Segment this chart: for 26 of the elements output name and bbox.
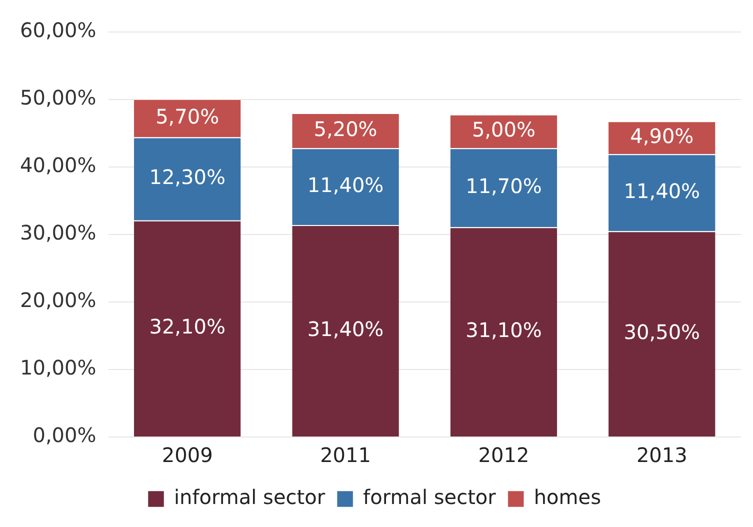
y-tick-label: 0,00% — [32, 423, 96, 448]
data-label: 11,70% — [466, 174, 542, 198]
y-tick-label: 50,00% — [20, 86, 96, 110]
data-label: 32,10% — [149, 314, 226, 339]
data-label: 11,40% — [624, 178, 700, 203]
data-label: 30,50% — [624, 320, 700, 344]
data-label: 31,40% — [307, 316, 384, 341]
y-tick-label: 10,00% — [20, 356, 96, 380]
data-label: 4,90% — [630, 124, 694, 148]
y-tick-label: 20,00% — [20, 288, 96, 312]
x-tick-label: 2013 — [636, 443, 688, 468]
data-label: 5,70% — [156, 104, 220, 128]
x-tick-label: 2011 — [320, 443, 371, 468]
y-tick-label: 30,00% — [20, 220, 96, 245]
x-tick-label: 2012 — [478, 443, 530, 468]
y-tick-label: 60,00% — [20, 18, 96, 42]
legend-label: formal sector — [363, 485, 497, 510]
legend-label: homes — [534, 485, 602, 510]
data-label: 12,30% — [149, 165, 226, 190]
x-tick-label: 2009 — [162, 443, 213, 468]
data-label: 5,20% — [314, 116, 378, 141]
data-label: 5,00% — [472, 117, 536, 142]
data-label: 31,10% — [466, 318, 542, 342]
data-label: 11,40% — [307, 172, 384, 197]
legend-label: informal sector — [174, 485, 326, 510]
y-tick-label: 40,00% — [20, 153, 96, 178]
